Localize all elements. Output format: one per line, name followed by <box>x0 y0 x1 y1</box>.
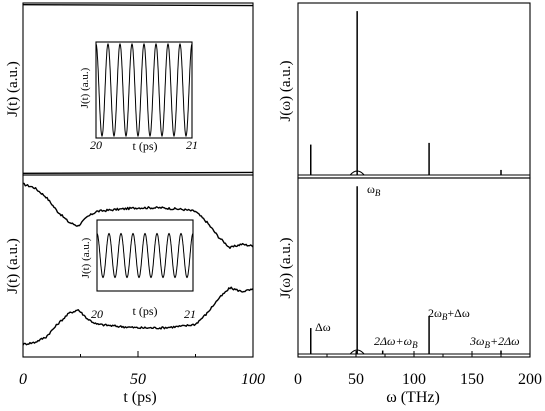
bottom-left-ylabel: J(t) (a.u.) <box>5 238 21 293</box>
bottom-inset-oscillation <box>96 232 194 279</box>
bottom-left-series-1 <box>22 182 254 250</box>
bottom-right-tick-label-50: 50 <box>348 371 364 388</box>
top-inset-xlabel: t (ps) <box>133 139 158 153</box>
top-inset-tick-21: 21 <box>186 138 198 152</box>
bottom-right-tick-label-150: 150 <box>460 371 484 388</box>
top-inset-wave <box>95 42 193 138</box>
bottom-left-x-ticks: 0 50 100 <box>19 351 265 388</box>
bottom-right-xlabel: ω (THz) <box>386 389 440 406</box>
bottom-left-xlabel: t (ps) <box>123 389 156 406</box>
bottom-right-tick-label-100: 100 <box>402 371 426 388</box>
bottom-inset-xlabel: t (ps) <box>133 304 158 318</box>
top-right-frame <box>297 2 531 179</box>
annotation-2omega-b-delta: 2ωB+Δω <box>428 306 470 322</box>
bottom-left-tick-label-50: 50 <box>130 371 146 388</box>
annotation-delta-omega: Δω <box>315 320 331 334</box>
bottom-right-tick-label-0: 0 <box>294 371 302 388</box>
top-right-peaks <box>298 11 530 176</box>
top-inset-ylabel: J(t) (a.u.) <box>79 67 91 108</box>
bottom-right-tick-label-200: 200 <box>518 371 542 388</box>
bottom-right-frame <box>297 177 531 358</box>
bottom-inset-tick-20: 20 <box>91 307 103 321</box>
top-inset-frame <box>95 41 193 139</box>
annotation-2delta-omega-b: 2Δω+ωB <box>374 334 418 350</box>
top-left-series-2 <box>22 171 254 174</box>
annotation-omega-b: ωB <box>367 182 381 198</box>
bottom-inset-background <box>97 220 193 291</box>
top-right-main-peak-foot <box>349 170 365 176</box>
bottom-left-series-2 <box>22 286 254 346</box>
bottom-right-peaks <box>298 186 530 355</box>
bottom-inset-frame <box>96 219 194 292</box>
bottom-right-main-peak-foot <box>349 349 365 355</box>
bottom-inset-wave <box>96 232 194 279</box>
bottom-inset-ylabel: J(t) (a.u.) <box>80 237 92 278</box>
top-inset-background <box>96 42 192 138</box>
top-left-series-1 <box>22 4 254 7</box>
top-left-ylabel: J(t) (a.u.) <box>5 61 21 116</box>
top-left-traces <box>22 4 254 174</box>
bottom-left-tick-label-100: 100 <box>241 371 265 388</box>
bottom-left-tick-label-0: 0 <box>19 371 27 388</box>
bottom-right-x-ticks: 0 50 100 150 200 <box>294 351 542 388</box>
top-inset-tick-20: 20 <box>90 138 102 152</box>
annotation-3omega-b: 3ωB+2Δω <box>469 334 520 350</box>
bottom-right-ylabel: J(ω) (a.u.) <box>278 237 294 298</box>
top-right-ylabel: J(ω) (a.u.) <box>278 60 294 121</box>
bottom-inset-tick-21: 21 <box>184 307 196 321</box>
top-inset-oscillation <box>95 42 193 138</box>
bottom-left-traces <box>22 182 254 346</box>
